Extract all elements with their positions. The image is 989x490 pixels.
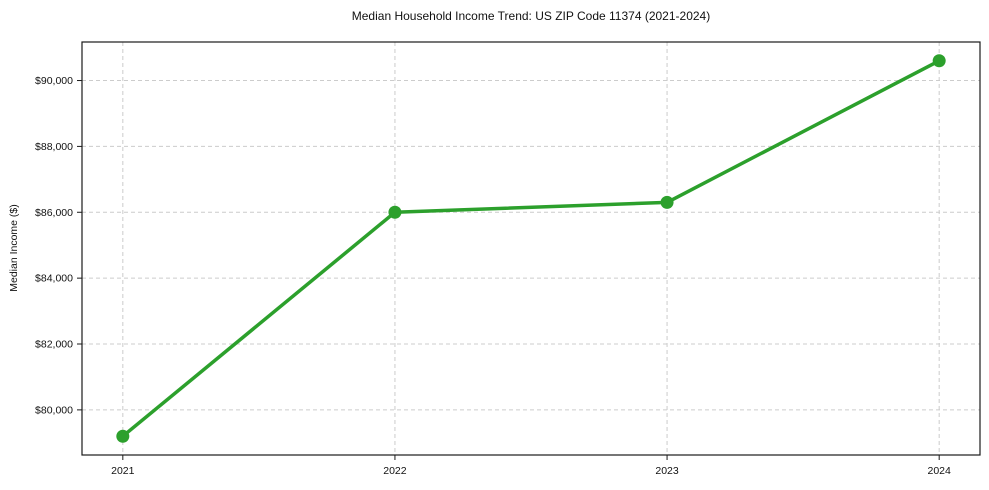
data-point-marker	[660, 195, 674, 209]
y-tick-label: $86,000	[35, 207, 73, 219]
income-trend-line	[121, 59, 941, 438]
y-tick-label: $88,000	[35, 141, 73, 153]
y-tick-label: $90,000	[35, 75, 73, 87]
data-point-marker	[388, 205, 402, 219]
x-tick-label: 2022	[383, 465, 407, 477]
chart-title: Median Household Income Trend: US ZIP Co…	[351, 9, 711, 23]
y-tick-label: $80,000	[35, 404, 73, 416]
x-tick-label: 2024	[928, 465, 952, 477]
plot-frame	[81, 41, 981, 456]
data-point-marker	[116, 429, 130, 443]
data-point-marker	[932, 54, 946, 68]
y-tick-label: $82,000	[35, 339, 73, 351]
x-tick-label: 2021	[111, 465, 135, 477]
y-tick-label: $84,000	[35, 273, 73, 285]
x-tick-label: 2023	[655, 465, 679, 477]
plot-background	[82, 42, 980, 455]
